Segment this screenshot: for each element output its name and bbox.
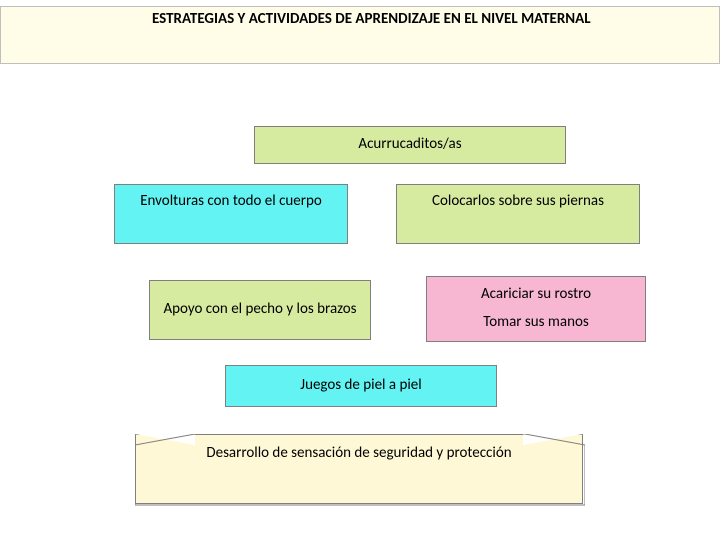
box-acariciar-tomar: Acariciar su rostro Tomar sus manos (426, 276, 646, 342)
box-apoyo: Apoyo con el pecho y los brazos (149, 280, 371, 340)
box-envolturas-label: Envolturas con todo el cuerpo (140, 193, 322, 210)
box-apoyo-label: Apoyo con el pecho y los brazos (163, 301, 356, 318)
slide-title: ESTRATEGIAS Y ACTIVIDADES DE APRENDIZAJE… (152, 10, 692, 28)
callout-desarrollo: Desarrollo de sensación de seguridad y p… (135, 434, 583, 504)
callout-desarrollo-label: Desarrollo de sensación de seguridad y p… (199, 445, 519, 462)
callout-notch-right-icon (523, 434, 583, 445)
slide-canvas: ESTRATEGIAS Y ACTIVIDADES DE APRENDIZAJE… (0, 0, 720, 540)
box-juegos: Juegos de piel a piel (225, 365, 497, 407)
callout-notch-left-icon (135, 434, 195, 445)
box-acurrucaditos-label: Acurrucaditos/as (358, 136, 461, 153)
box-colocarlos: Colocarlos sobre sus piernas (396, 184, 640, 244)
box-tomar-label: Tomar sus manos (483, 314, 589, 331)
box-envolturas: Envolturas con todo el cuerpo (114, 184, 348, 244)
box-juegos-label: Juegos de piel a piel (300, 377, 421, 394)
box-acurrucaditos: Acurrucaditos/as (254, 126, 566, 164)
box-colocarlos-label: Colocarlos sobre sus piernas (432, 193, 604, 210)
box-acariciar-label: Acariciar su rostro (481, 286, 591, 303)
